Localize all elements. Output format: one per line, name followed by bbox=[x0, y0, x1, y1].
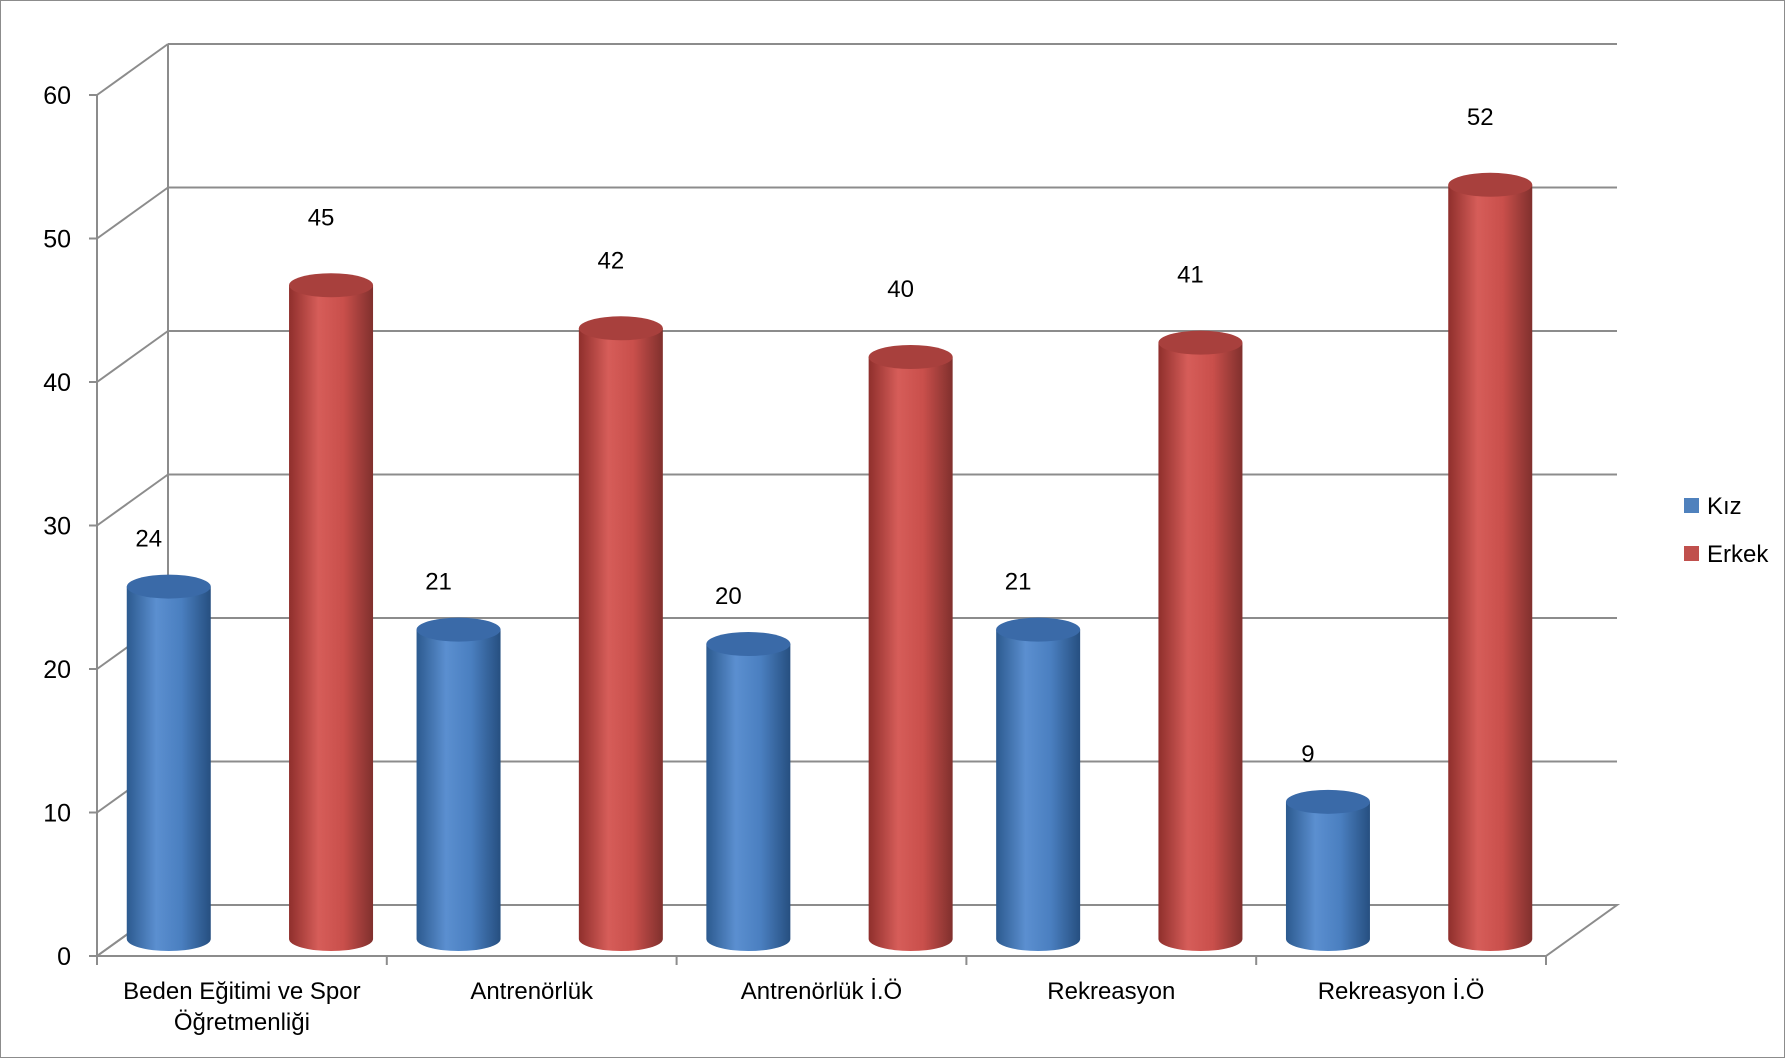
bar-erkek bbox=[868, 345, 953, 952]
gridline-side bbox=[96, 186, 169, 240]
bar-top bbox=[416, 617, 501, 642]
data-label: 21 bbox=[1005, 569, 1032, 596]
y-tick-label: 0 bbox=[57, 943, 71, 971]
bar-erkek bbox=[1158, 330, 1243, 952]
bar-top bbox=[1285, 789, 1370, 814]
data-label: 52 bbox=[1467, 104, 1494, 131]
bar-top bbox=[706, 632, 791, 656]
gridline-side bbox=[96, 330, 169, 383]
bar-erkek bbox=[578, 316, 663, 952]
bar-body bbox=[1285, 801, 1370, 952]
bar-top bbox=[1158, 330, 1243, 355]
data-label: 41 bbox=[1177, 262, 1204, 289]
bar-kız bbox=[126, 574, 211, 952]
gridline-side bbox=[96, 43, 169, 96]
data-label: 40 bbox=[887, 276, 914, 303]
legend-label-kız: Kız bbox=[1707, 493, 1742, 520]
y-tick-label: 20 bbox=[43, 656, 71, 684]
data-label: 45 bbox=[308, 204, 335, 231]
gridline-side bbox=[96, 473, 169, 527]
bar-top bbox=[578, 316, 663, 341]
legend-swatch-kız bbox=[1684, 498, 1699, 513]
category-label: Antrenörlük İ.Ö bbox=[741, 978, 902, 1005]
legend-swatch-erkek bbox=[1684, 546, 1699, 561]
bar-top bbox=[289, 273, 374, 298]
bar-erkek bbox=[289, 273, 374, 952]
y-tick-label: 60 bbox=[43, 82, 71, 110]
legend-label-erkek: Erkek bbox=[1707, 541, 1769, 568]
data-label: 24 bbox=[135, 526, 162, 553]
bar-top bbox=[868, 345, 953, 369]
bar-body bbox=[1448, 184, 1533, 952]
bar-body bbox=[1158, 342, 1243, 952]
y-tick-label: 30 bbox=[43, 513, 71, 541]
y-tick-label: 40 bbox=[43, 369, 71, 397]
bar-kız bbox=[706, 632, 791, 952]
category-label: Antrenörlük bbox=[470, 978, 594, 1005]
bar-erkek bbox=[1448, 172, 1533, 952]
category-label: Beden Eğitimi ve Spor Öğretmenliği bbox=[123, 978, 360, 1036]
bar-top bbox=[126, 574, 211, 599]
y-tick-label: 10 bbox=[43, 800, 71, 828]
y-tick-label: 50 bbox=[43, 226, 71, 254]
bar-body bbox=[126, 586, 211, 952]
bar-kız bbox=[416, 617, 501, 952]
bar-body bbox=[416, 629, 501, 952]
data-label: 21 bbox=[425, 569, 452, 596]
bar-top bbox=[996, 617, 1081, 642]
bar-body bbox=[289, 285, 374, 952]
category-label: Rekreasyon bbox=[1047, 978, 1175, 1005]
data-label: 42 bbox=[597, 247, 624, 274]
category-label: Rekreasyon İ.Ö bbox=[1318, 978, 1485, 1005]
bar-kız bbox=[996, 617, 1081, 952]
data-label: 20 bbox=[715, 583, 742, 610]
bar-body bbox=[578, 328, 663, 952]
bar-body bbox=[706, 644, 791, 952]
bar-body bbox=[996, 629, 1081, 952]
bar-body bbox=[868, 357, 953, 952]
bar-kız bbox=[1285, 789, 1370, 952]
bar-top bbox=[1448, 172, 1533, 197]
data-label: 9 bbox=[1301, 741, 1314, 768]
